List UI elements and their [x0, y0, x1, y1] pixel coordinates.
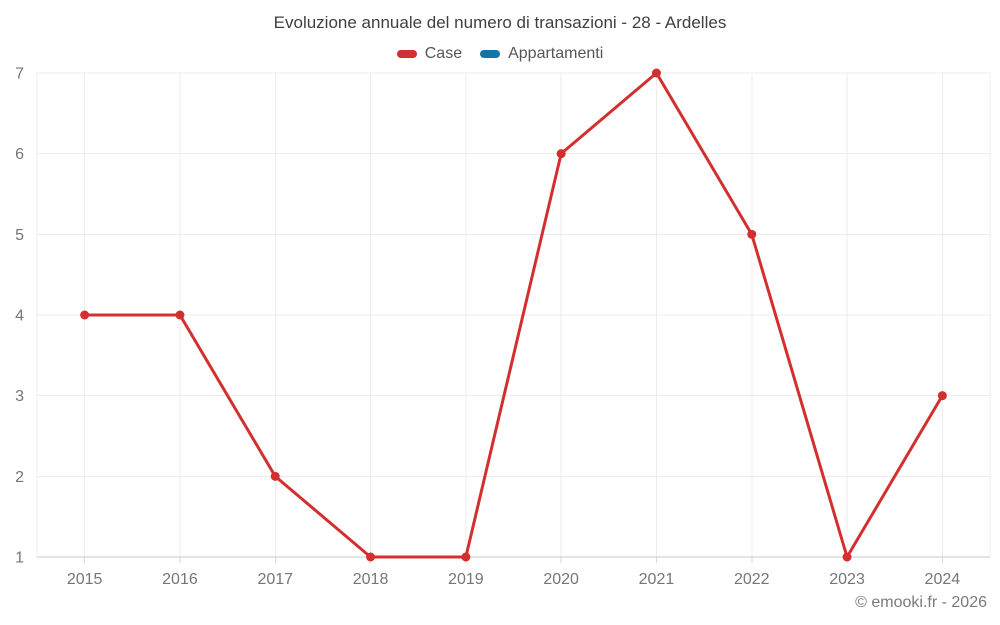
- legend-item-case[interactable]: Case: [396, 45, 463, 63]
- data-point[interactable]: [556, 149, 566, 159]
- x-tick-label: 2015: [67, 571, 103, 588]
- x-tick-label: 2020: [543, 571, 579, 588]
- legend: Case Appartamenti: [0, 45, 1000, 63]
- watermark: © emooki.fr - 2026: [855, 594, 987, 611]
- y-tick-labels: 1 2 3 4 5 6 7: [15, 66, 24, 567]
- y-tick-label: 4: [15, 308, 24, 325]
- data-point[interactable]: [937, 391, 947, 401]
- data-point[interactable]: [747, 229, 757, 239]
- data-point[interactable]: [175, 310, 185, 320]
- data-point[interactable]: [270, 471, 280, 481]
- y-tick-label: 5: [15, 227, 24, 244]
- chart-title: Evoluzione annuale del numero di transaz…: [273, 13, 727, 32]
- appartamenti-series-label: Appartamenti: [508, 45, 604, 62]
- x-tick-label: 2018: [353, 571, 389, 588]
- x-tick-label: 2017: [257, 571, 293, 588]
- data-point[interactable]: [80, 310, 90, 320]
- gridlines: [36, 72, 991, 558]
- appartamenti-series-swatch-icon: [480, 50, 501, 58]
- y-tick-label: 2: [15, 469, 24, 486]
- legend-item-appartamenti[interactable]: Appartamenti: [480, 45, 603, 63]
- x-tick-label: 2022: [734, 571, 770, 588]
- x-tick-labels: 2015 2016 2017 2018 2019 2020 2021 2022 2023 2024: [67, 571, 960, 588]
- data-point[interactable]: [651, 68, 661, 78]
- x-tick-label: 2019: [448, 571, 484, 588]
- series-line-case: [83, 71, 944, 559]
- x-tick-label: 2016: [162, 571, 198, 588]
- case-series-swatch-icon: [396, 50, 417, 58]
- data-point[interactable]: [366, 552, 376, 562]
- x-tick-label: 2023: [829, 571, 865, 588]
- y-tick-label: 7: [15, 66, 24, 83]
- y-tick-label: 1: [15, 550, 24, 567]
- y-tick-label: 3: [15, 388, 24, 405]
- data-point[interactable]: [842, 552, 852, 562]
- x-tick-label: 2021: [639, 571, 675, 588]
- x-tick-label: 2024: [925, 571, 961, 588]
- data-point[interactable]: [461, 552, 471, 562]
- case-series-label: Case: [424, 45, 463, 62]
- y-tick-label: 6: [15, 146, 24, 163]
- series-points-case: [80, 68, 947, 562]
